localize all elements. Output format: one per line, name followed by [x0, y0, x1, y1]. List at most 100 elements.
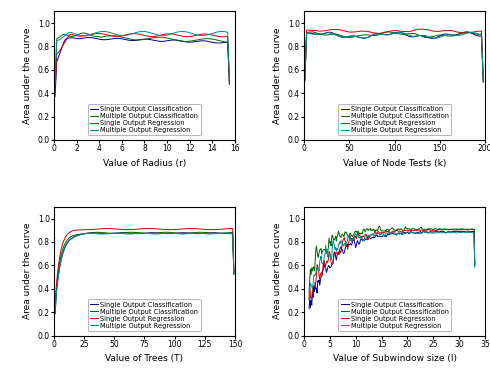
- Multiple Output Regression: [53, 302, 59, 307]
- Multiple Output Regression: [421, 229, 427, 234]
- Multiple Output Classification: [306, 291, 312, 295]
- Multiple Output Regression: [480, 80, 486, 84]
- Single Output Regression: [372, 31, 378, 35]
- Single Output Classification: [372, 32, 378, 36]
- Single Output Regression: [432, 29, 438, 34]
- Single Output Classification: [53, 83, 59, 87]
- Multiple Output Regression: [360, 35, 366, 40]
- Single Output Classification: [373, 233, 379, 238]
- Multiple Output Classification: [81, 31, 87, 35]
- Single Output Classification: [231, 272, 237, 277]
- Multiple Output Classification: [373, 228, 379, 233]
- Line: Multiple Output Regression: Multiple Output Regression: [55, 31, 229, 83]
- Multiple Output Classification: [199, 37, 205, 41]
- Multiple Output Regression: [156, 33, 162, 37]
- Single Output Classification: [463, 30, 468, 34]
- Multiple Output Classification: [432, 34, 438, 38]
- Single Output Classification: [215, 231, 220, 235]
- Multiple Output Classification: [226, 82, 232, 87]
- Single Output Regression: [156, 33, 162, 38]
- Line: Single Output Regression: Single Output Regression: [55, 34, 229, 91]
- Line: Multiple Output Classification: Multiple Output Classification: [55, 232, 234, 311]
- Multiple Output Regression: [53, 67, 59, 71]
- Multiple Output Classification: [158, 230, 164, 235]
- Multiple Output Regression: [323, 31, 329, 35]
- Single Output Regression: [53, 77, 59, 81]
- X-axis label: Value of Node Tests (k): Value of Node Tests (k): [343, 159, 446, 168]
- X-axis label: Value of Subwindow size (l): Value of Subwindow size (l): [333, 354, 457, 363]
- Multiple Output Classification: [386, 29, 392, 34]
- Multiple Output Classification: [323, 33, 329, 37]
- Line: Single Output Classification: Single Output Classification: [309, 231, 475, 308]
- Single Output Regression: [480, 77, 486, 82]
- Single Output Classification: [472, 264, 478, 268]
- Single Output Classification: [156, 39, 162, 44]
- Single Output Classification: [333, 258, 339, 262]
- Single Output Classification: [159, 231, 165, 236]
- Multiple Output Regression: [159, 231, 165, 236]
- Single Output Classification: [306, 306, 312, 311]
- Multiple Output Regression: [472, 265, 478, 269]
- Multiple Output Classification: [360, 33, 366, 37]
- Single Output Regression: [156, 33, 162, 38]
- Y-axis label: Area under the curve: Area under the curve: [23, 28, 32, 124]
- Single Output Regression: [302, 77, 308, 81]
- Single Output Regression: [158, 227, 164, 231]
- Single Output Regression: [333, 251, 339, 255]
- Single Output Classification: [86, 35, 92, 40]
- Single Output Classification: [53, 301, 59, 306]
- Y-axis label: Area under the curve: Area under the curve: [23, 223, 32, 319]
- X-axis label: Value of Trees (T): Value of Trees (T): [105, 354, 183, 363]
- Y-axis label: Area under the curve: Area under the curve: [273, 223, 282, 319]
- Single Output Classification: [453, 229, 459, 233]
- Single Output Classification: [302, 79, 308, 83]
- Legend: Single Output Classification, Multiple Output Classification, Single Output Regr: Single Output Classification, Multiple O…: [338, 104, 451, 135]
- Multiple Output Classification: [52, 309, 58, 313]
- Single Output Regression: [215, 227, 220, 232]
- Multiple Output Regression: [159, 33, 165, 38]
- Single Output Classification: [414, 34, 420, 38]
- Single Output Classification: [466, 229, 472, 234]
- Single Output Regression: [226, 78, 232, 83]
- Multiple Output Classification: [333, 239, 339, 243]
- Multiple Output Classification: [375, 228, 381, 233]
- Single Output Regression: [211, 33, 217, 38]
- Multiple Output Regression: [199, 33, 205, 38]
- Single Output Classification: [159, 39, 165, 44]
- Multiple Output Classification: [231, 271, 237, 276]
- Legend: Single Output Classification, Multiple Output Classification, Single Output Regr: Single Output Classification, Multiple O…: [338, 299, 451, 331]
- Single Output Regression: [162, 227, 168, 232]
- Single Output Regression: [231, 269, 237, 274]
- Single Output Classification: [432, 36, 438, 41]
- Multiple Output Regression: [420, 230, 426, 234]
- Multiple Output Regression: [373, 231, 379, 236]
- Single Output Classification: [431, 36, 437, 41]
- Multiple Output Regression: [203, 231, 209, 236]
- Multiple Output Regression: [155, 33, 161, 37]
- Multiple Output Classification: [156, 35, 162, 40]
- Single Output Classification: [199, 38, 205, 43]
- Multiple Output Regression: [302, 78, 308, 83]
- Single Output Regression: [466, 227, 472, 232]
- Single Output Regression: [323, 28, 329, 33]
- Single Output Classification: [162, 231, 168, 236]
- Single Output Regression: [199, 32, 205, 37]
- Single Output Classification: [159, 231, 165, 236]
- Multiple Output Classification: [377, 224, 383, 228]
- Single Output Regression: [52, 89, 58, 93]
- Single Output Regression: [53, 296, 59, 301]
- Single Output Classification: [211, 40, 217, 45]
- Multiple Output Regression: [414, 34, 420, 38]
- Single Output Regression: [159, 227, 165, 231]
- Single Output Classification: [375, 234, 381, 239]
- Multiple Output Classification: [203, 230, 209, 235]
- Line: Single Output Regression: Single Output Regression: [55, 228, 234, 310]
- Line: Multiple Output Classification: Multiple Output Classification: [305, 32, 483, 81]
- Single Output Classification: [480, 80, 486, 84]
- Multiple Output Classification: [162, 230, 168, 234]
- Multiple Output Classification: [431, 34, 437, 38]
- Multiple Output Regression: [193, 231, 199, 235]
- Single Output Regression: [375, 230, 381, 234]
- Y-axis label: Area under the curve: Area under the curve: [273, 28, 282, 124]
- Single Output Classification: [360, 36, 366, 41]
